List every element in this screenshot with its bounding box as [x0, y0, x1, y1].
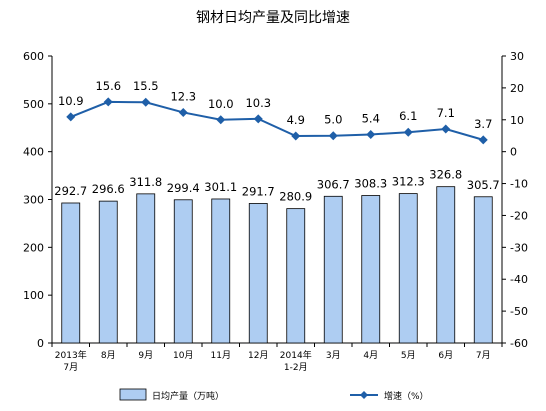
bar-daily-output: [436, 186, 456, 344]
x-axis-category-label: 9月: [138, 350, 153, 361]
axes-layer: 0 100 200 300 400 500 600 -60 -50 -40 -30 -20 -10 0 10…: [23, 50, 528, 373]
growth-rate-marker: [291, 131, 301, 141]
growth-rate-value-label: 4.9: [287, 113, 305, 127]
legend-line-marker: [360, 391, 368, 399]
bar-daily-output: [136, 193, 156, 344]
bar-daily-output: [98, 200, 118, 344]
x-axis-category-label: 3月: [326, 350, 341, 361]
bar-value-label: 299.4: [167, 181, 200, 195]
growth-rate-value-label: 7.1: [437, 106, 455, 120]
bar-daily-output: [361, 195, 381, 344]
legend-bar-label: 日均产量（万吨）: [152, 390, 224, 402]
bar-daily-output: [398, 193, 418, 344]
line-layer: [66, 97, 488, 145]
bar-value-label: 296.6: [92, 182, 125, 196]
left-axis-tick-label: 600: [23, 50, 44, 63]
bar-daily-output: [248, 203, 268, 344]
bar-value-label: 292.7: [54, 184, 87, 198]
x-axis-category-label: 5月: [401, 350, 416, 361]
right-axis-tick-label: -20: [510, 209, 528, 222]
bar-daily-output: [61, 202, 81, 344]
bar-daily-output: [211, 198, 231, 344]
x-axis-category-label: 2013年: [55, 349, 87, 361]
left-axis-tick-label: 0: [37, 337, 44, 350]
growth-rate-value-label: 5.4: [362, 111, 380, 125]
growth-rate-value-label: 5.0: [324, 113, 342, 127]
right-axis-tick-label: -30: [510, 241, 528, 254]
growth-rate-value-label: 15.6: [95, 79, 121, 93]
right-axis-tick-label: -10: [510, 178, 528, 191]
growth-rate-marker: [403, 127, 413, 137]
bar-value-label: 305.7: [467, 178, 500, 192]
growth-rate-marker: [103, 97, 113, 107]
growth-rate-marker: [141, 97, 151, 107]
chart-title: 钢材日均产量及同比增速: [196, 10, 350, 26]
bar-value-label: 306.7: [317, 177, 350, 191]
x-axis-category-label: 8月: [101, 350, 116, 361]
left-axis-tick-label: 200: [23, 241, 44, 254]
growth-rate-marker: [253, 114, 263, 124]
growth-rate-marker: [478, 135, 488, 145]
growth-rate-marker: [441, 124, 451, 134]
growth-rate-marker: [66, 112, 76, 122]
right-axis-tick-label: 30: [510, 50, 524, 63]
bar-value-label: 326.8: [429, 168, 462, 182]
bar-value-label: 311.8: [129, 175, 162, 189]
x-axis-category-label: 6月: [438, 350, 453, 361]
growth-rate-marker: [216, 115, 226, 125]
labels-layer: 292.7 296.6 311.8 299.4 301.1 291.7 280.9 306.7…: [54, 79, 499, 204]
growth-rate-value-label: 15.5: [133, 79, 159, 93]
x-axis-category-label: 12月: [248, 350, 268, 361]
legend-line-label: 增速（%）: [384, 390, 429, 402]
x-axis-category-label: 11月: [211, 350, 231, 361]
bar-value-label: 280.9: [279, 190, 312, 204]
x-axis-category-label: 10月: [173, 350, 193, 361]
growth-rate-marker: [178, 107, 188, 117]
bar-daily-output: [473, 196, 493, 344]
left-axis-tick-label: 300: [23, 194, 44, 207]
left-axis-tick-label: 500: [23, 98, 44, 111]
bar-value-label: 308.3: [354, 177, 387, 191]
right-axis-tick-label: -40: [510, 273, 528, 286]
legend: 日均产量（万吨） 增速（%）: [119, 388, 429, 402]
legend-bar-swatch: [119, 388, 147, 401]
growth-rate-value-label: 6.1: [399, 109, 417, 123]
right-axis-tick-label: 0: [510, 146, 517, 159]
bar-value-label: 301.1: [204, 180, 237, 194]
bar-daily-output: [286, 208, 306, 344]
x-axis-category-label: 2014年: [280, 349, 312, 361]
right-axis-tick-label: 20: [510, 82, 524, 95]
bars-layer: [61, 186, 493, 344]
growth-rate-marker: [366, 129, 376, 139]
bar-value-label: 312.3: [392, 175, 425, 189]
growth-rate-value-label: 3.7: [474, 117, 492, 131]
bar-daily-output: [323, 195, 343, 344]
growth-rate-value-label: 10.3: [245, 96, 271, 110]
bar-daily-output: [173, 199, 193, 344]
x-axis-category-label: 7月: [63, 362, 78, 373]
x-axis-category-label: 7月: [476, 350, 491, 361]
right-axis-tick-label: -60: [510, 337, 528, 350]
growth-rate-value-label: 12.3: [170, 89, 196, 103]
growth-rate-marker: [328, 131, 338, 141]
x-axis-category-label: 1-2月: [284, 362, 308, 373]
left-axis-tick-label: 400: [23, 146, 44, 159]
x-axis-category-label: 4月: [363, 350, 378, 361]
bar-value-label: 291.7: [242, 184, 275, 198]
right-axis-tick-label: 10: [510, 114, 524, 127]
right-axis-tick-label: -50: [510, 305, 528, 318]
left-axis-tick-label: 100: [23, 289, 44, 302]
growth-rate-value-label: 10.9: [58, 94, 84, 108]
growth-rate-value-label: 10.0: [208, 97, 234, 111]
growth-rate-line: [70, 100, 484, 141]
